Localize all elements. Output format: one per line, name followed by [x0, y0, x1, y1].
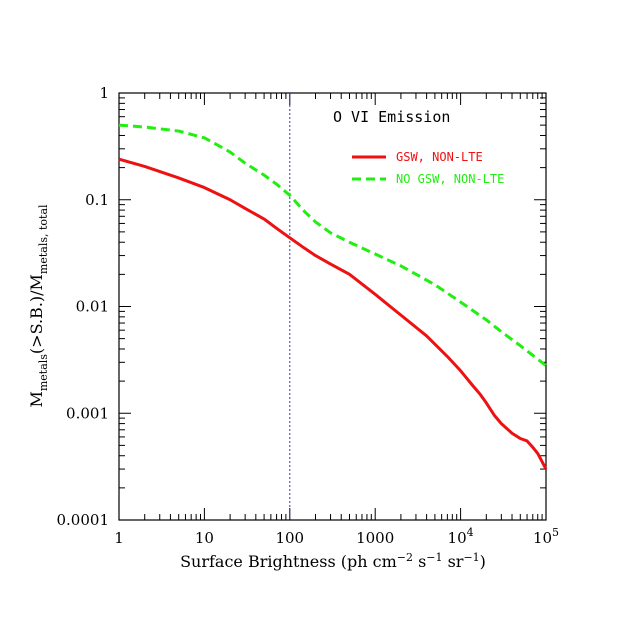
series-line-gsw: [118, 157, 548, 470]
x-tick-label: 10: [195, 529, 214, 547]
x-tick-label: 100: [275, 529, 304, 547]
legend-label-gsw: GSW, NON-LTE: [396, 150, 483, 164]
series-layer: [118, 123, 548, 470]
y-tick-label: 0.001: [66, 404, 109, 422]
x-tick-labels: 1 10 100 1000 104 105: [114, 526, 559, 547]
y-tick-label: 0.1: [85, 191, 109, 209]
chart-title: O VI Emission: [333, 108, 450, 126]
minor-ticks: [119, 93, 546, 520]
y-tick-label: 0.01: [76, 298, 109, 316]
y-tick-labels: 1 0.1 0.01 0.001 0.0001: [57, 84, 110, 529]
y-tick-label: 0.0001: [57, 511, 110, 529]
legend-label-no-gsw: NO GSW, NON-LTE: [396, 172, 504, 186]
x-tick-label: 105: [533, 526, 559, 547]
major-ticks: [118, 92, 547, 521]
x-axis-label: Surface Brightness (ph cm−2 s−1 sr−1): [180, 551, 486, 571]
legend: GSW, NON-LTE NO GSW, NON-LTE: [352, 150, 504, 186]
y-tick-label: 1: [99, 84, 109, 102]
series-line-no-gsw: [118, 123, 547, 367]
x-tick-label: 1: [114, 529, 124, 547]
x-tick-label: 104: [448, 526, 474, 547]
x-tick-label: 1000: [356, 529, 394, 547]
y-axis-label: Mmetals(>S.B.)/Mmetals, total: [27, 204, 50, 408]
